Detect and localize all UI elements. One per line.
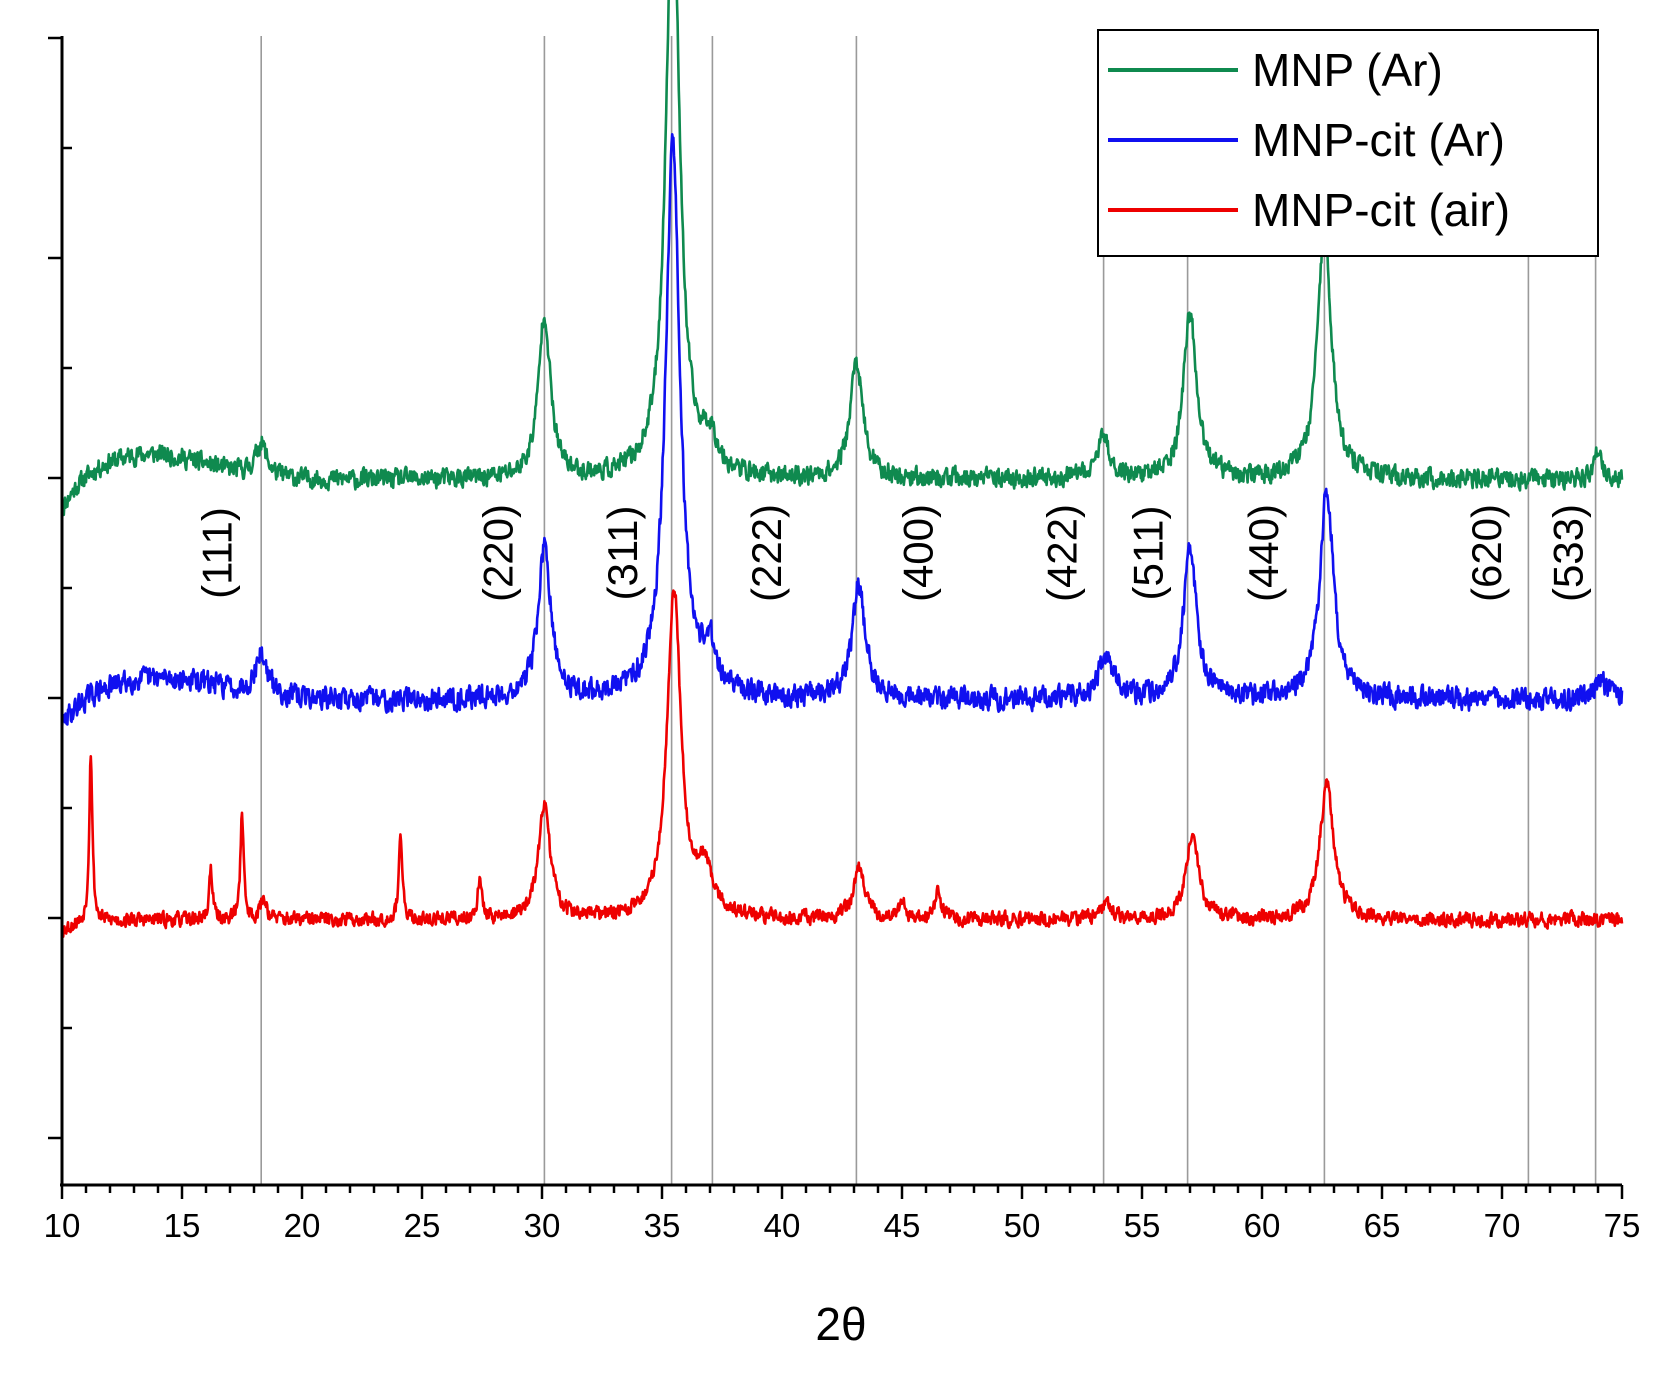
x-tick-label: 70 bbox=[1484, 1207, 1521, 1244]
hkl-label: (620) bbox=[1463, 504, 1510, 602]
x-tick-label: 65 bbox=[1364, 1207, 1401, 1244]
hkl-label: (111) bbox=[193, 507, 240, 599]
series-line-2 bbox=[60, 133, 1624, 731]
x-tick-label: 75 bbox=[1604, 1207, 1641, 1244]
hkl-labels: (111) (220) (311) (222) (400) (422) (511) (440)… bbox=[193, 504, 1591, 602]
x-tick-label: 35 bbox=[644, 1207, 681, 1244]
plot-series bbox=[60, 0, 1624, 938]
x-tick-label: 55 bbox=[1124, 1207, 1161, 1244]
legend-label-3: MNP-cit (air) bbox=[1252, 184, 1510, 236]
hkl-label: (511) bbox=[1125, 506, 1172, 601]
x-tick-label: 45 bbox=[884, 1207, 921, 1244]
hkl-label: (400) bbox=[894, 504, 941, 602]
x-tick-label: 30 bbox=[524, 1207, 561, 1244]
x-tick-label: 15 bbox=[164, 1207, 201, 1244]
legend-label-1: MNP (Ar) bbox=[1252, 44, 1443, 96]
legend-box bbox=[1097, 29, 1599, 257]
hkl-label: (422) bbox=[1038, 504, 1085, 602]
hkl-label: (311) bbox=[599, 506, 646, 601]
x-ticks: 10 15 20 25 30 35 40 45 50 55 60 65 70 75 bbox=[44, 1185, 1641, 1244]
x-tick-label: 10 bbox=[44, 1207, 81, 1244]
legend-label-2: MNP-cit (Ar) bbox=[1252, 114, 1505, 166]
hkl-label: (533) bbox=[1545, 504, 1592, 602]
series-line-1 bbox=[61, 0, 1624, 517]
x-tick-label: 25 bbox=[404, 1207, 441, 1244]
series-line-3 bbox=[60, 589, 1624, 938]
y-ticks bbox=[48, 36, 72, 1140]
x-axis-title: 2θ bbox=[815, 1298, 866, 1350]
hkl-label: (220) bbox=[474, 504, 521, 602]
x-tick-label: 40 bbox=[764, 1207, 801, 1244]
legend: MNP (Ar) MNP-cit (Ar) MNP-cit (air) bbox=[1097, 29, 1599, 257]
hkl-label: (222) bbox=[743, 504, 790, 602]
hkl-label: (440) bbox=[1240, 504, 1287, 602]
x-tick-label: 60 bbox=[1244, 1207, 1281, 1244]
axes bbox=[60, 36, 1622, 1187]
x-tick-label: 50 bbox=[1004, 1207, 1041, 1244]
x-tick-label: 20 bbox=[284, 1207, 321, 1244]
